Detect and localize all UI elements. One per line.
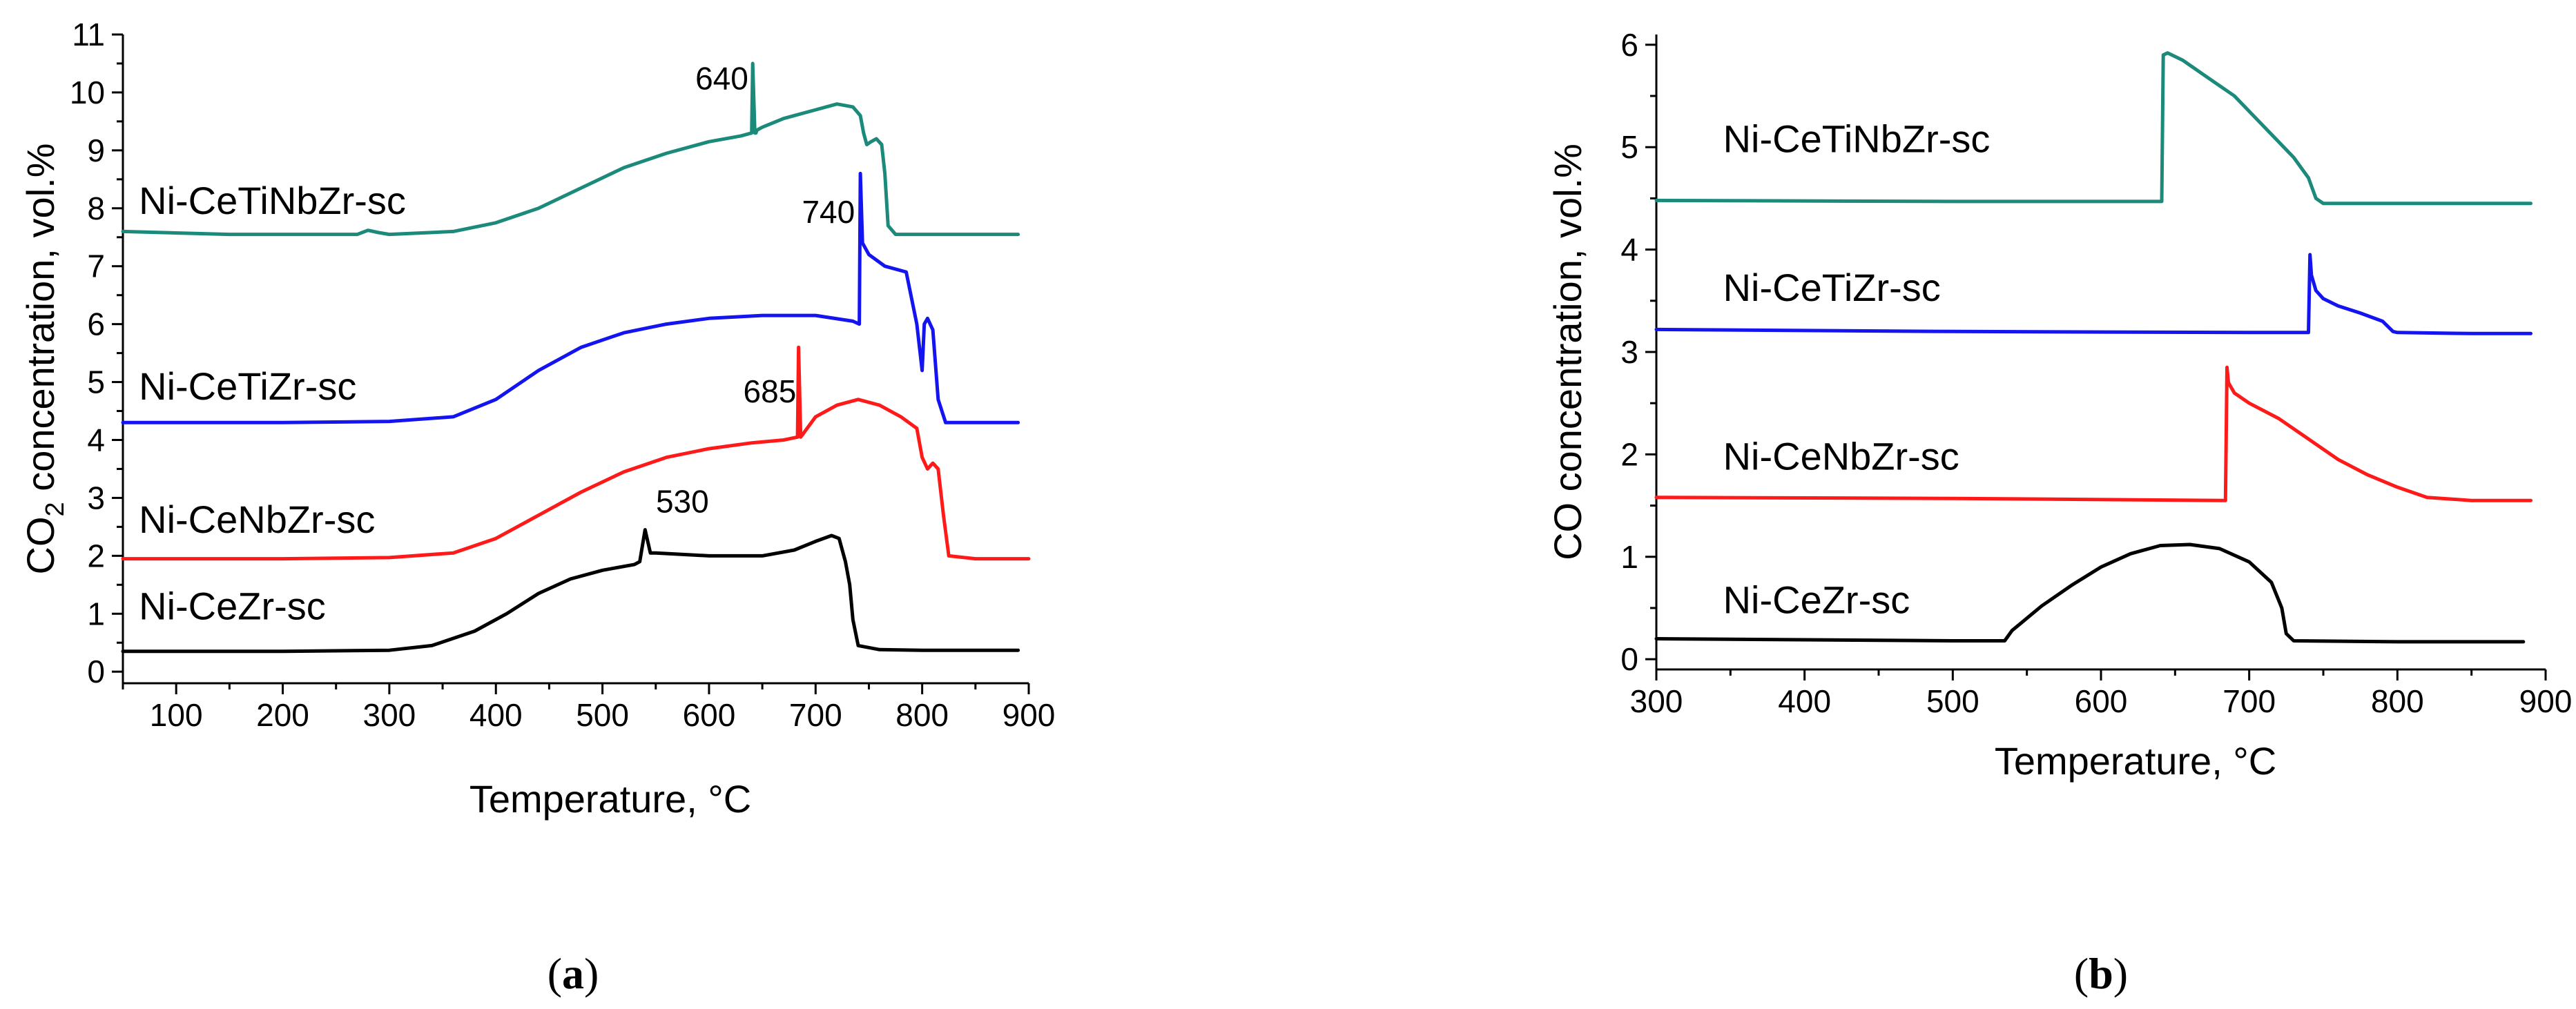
series-label: Ni-CeNbZr-sc — [139, 498, 375, 541]
x-tick-label: 400 — [469, 697, 523, 733]
panel-a: 100 200 300 400 500 600 700 800 900 0 1 2 3 4 5 6 7 8 9 10 1… — [19, 17, 1055, 998]
panel-label: (a) — [548, 949, 599, 998]
x-tick-label: 300 — [1630, 683, 1683, 719]
series-line-ni-cenbzr-sc — [121, 345, 1031, 561]
y-tick-label: 1 — [1620, 539, 1638, 575]
x-tick-label: 700 — [2222, 683, 2276, 719]
series-label: Ni-CeNbZr-sc — [1723, 435, 1959, 478]
x-tick-label: 200 — [256, 697, 309, 733]
peak-annotation: 530 — [656, 483, 709, 519]
series-label: Ni-CeZr-sc — [139, 585, 326, 628]
y-tick-label: 4 — [87, 422, 105, 458]
peak-annotation: 640 — [695, 61, 748, 97]
series-line-ni-cetinbzr-sc — [121, 61, 1020, 237]
series-line-ni-cetinbzr-sc — [1654, 51, 2533, 206]
series-line-ni-cetizr-sc — [1654, 253, 2533, 335]
x-tick-label: 300 — [363, 697, 416, 733]
y-tick-label: 3 — [1620, 334, 1638, 370]
x-tick-label: 900 — [2519, 683, 2573, 719]
y-tick-label: 5 — [87, 364, 105, 400]
x-tick-label: 100 — [150, 697, 203, 733]
x-tick-label: 700 — [789, 697, 842, 733]
series-label: Ni-CeZr-sc — [1723, 578, 1910, 621]
series-line-ni-cenbzr-sc — [1654, 365, 2533, 502]
y-tick-label: 6 — [87, 306, 105, 342]
x-tick-label: 900 — [1003, 697, 1056, 733]
y-axis-title: CO2 concentration, vol.% — [19, 144, 70, 575]
x-axis-title: Temperature, °C — [469, 777, 751, 821]
series-label: Ni-CeTiZr-sc — [1723, 266, 1941, 309]
y-tick-label: 9 — [87, 133, 105, 168]
x-tick-label: 600 — [683, 697, 736, 733]
series-line-ni-cetizr-sc — [121, 171, 1020, 424]
series-label: Ni-CeTiZr-sc — [139, 364, 356, 408]
y-tick-label: 10 — [70, 75, 105, 110]
peak-annotation: 740 — [802, 194, 855, 230]
y-axis-title: CO concentration, vol.% — [1546, 144, 1589, 560]
y-tick-label: 4 — [1620, 232, 1638, 268]
x-axis-title: Temperature, °C — [1995, 739, 2276, 783]
panel-label: (b) — [2074, 949, 2128, 998]
y-tick-label: 2 — [87, 538, 105, 574]
y-tick-label: 11 — [72, 17, 105, 52]
x-tick-label: 800 — [895, 697, 949, 733]
y-tick-label: 8 — [87, 190, 105, 226]
y-tick-label: 0 — [1620, 641, 1638, 677]
series-line-ni-cezr-sc — [1654, 542, 2526, 644]
series-label: Ni-CeTiNbZr-sc — [1723, 117, 1991, 161]
series-label: Ni-CeTiNbZr-sc — [139, 179, 406, 222]
series-line-ni-cezr-sc — [121, 528, 1020, 654]
x-tick-label: 600 — [2075, 683, 2128, 719]
y-tick-label: 1 — [87, 596, 105, 631]
y-tick-label: 3 — [87, 480, 105, 516]
x-tick-label: 400 — [1778, 683, 1831, 719]
y-tick-label: 6 — [1620, 27, 1638, 63]
y-tick-label: 0 — [87, 654, 105, 689]
y-tick-label: 5 — [1620, 129, 1638, 165]
panel-b: 300 400 500 600 700 800 900 0 1 2 3 4 5 6 Temperature,… — [1546, 27, 2572, 998]
peak-annotation: 685 — [744, 373, 797, 409]
y-tick-label: 2 — [1620, 436, 1638, 472]
x-tick-label: 800 — [2371, 683, 2424, 719]
x-tick-label: 500 — [576, 697, 629, 733]
x-tick-label: 500 — [1926, 683, 1979, 719]
y-tick-label: 7 — [87, 248, 105, 284]
